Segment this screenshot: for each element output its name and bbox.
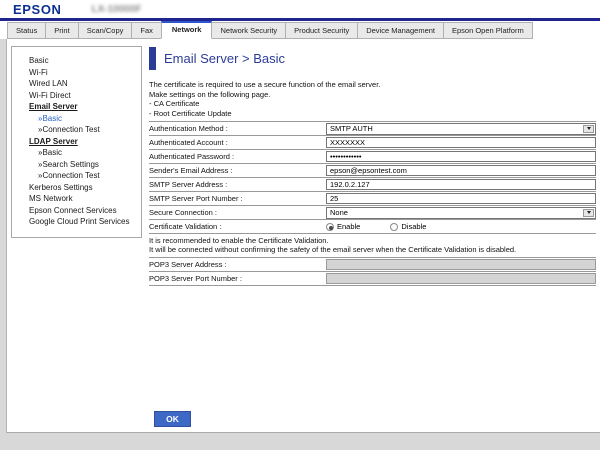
epson-logo: EPSON: [13, 1, 62, 17]
field-label: Secure Connection :: [149, 208, 217, 217]
note-line: It will be connected without confirming …: [149, 245, 517, 254]
app-header: EPSON LX-10000F: [0, 0, 600, 18]
sidebar-item-ldap-connection-test[interactable]: »Connection Test: [38, 171, 100, 180]
field-label: SMTP Server Port Number :: [149, 194, 243, 203]
tab-fax[interactable]: Fax: [131, 22, 162, 39]
chevron-down-icon[interactable]: [583, 124, 594, 133]
form-row-authenticated-password: Authenticated Password :: [149, 149, 596, 163]
form-row-smtp-server-address: SMTP Server Address :: [149, 177, 596, 191]
certificate-validation-disable-radio[interactable]: [390, 222, 399, 231]
intro-line: - Root Certificate Update: [149, 108, 232, 118]
field-label: POP3 Server Address :: [149, 260, 227, 269]
form-row-certificate-validation: Certificate Validation : Enable Disable: [149, 219, 596, 233]
tab-scan-copy[interactable]: Scan/Copy: [77, 22, 133, 39]
sidebar-item-epson-connect-services[interactable]: Epson Connect Services: [29, 205, 117, 215]
secure-connection-select[interactable]: None: [326, 206, 596, 219]
form-row-pop3-server-address: POP3 Server Address :: [149, 257, 596, 271]
field-label: POP3 Server Port Number :: [149, 274, 242, 283]
title-accent-bar: [149, 47, 156, 70]
tab-print[interactable]: Print: [45, 22, 79, 39]
sidebar-item-basic[interactable]: Basic: [29, 56, 49, 65]
email-server-form: Authentication Method : SMTP AUTH Authen…: [149, 121, 596, 286]
sidebar-item-email-server-connection-test[interactable]: »Connection Test: [38, 125, 100, 134]
sidebar-item-kerberos-settings[interactable]: Kerberos Settings: [29, 182, 93, 192]
header-divider: [0, 18, 600, 21]
form-row-pop3-server-port-number: POP3 Server Port Number :: [149, 271, 596, 285]
radio-label-disable: Disable: [401, 222, 427, 231]
intro-line: - CA Certificate: [149, 99, 200, 108]
selected-value: None: [330, 208, 348, 217]
sidebar-item-wired-lan[interactable]: Wired LAN: [29, 79, 68, 88]
main-content: Email Server > Basic The certificate is …: [149, 45, 596, 286]
sidebar-item-email-server-basic[interactable]: »Basic: [38, 113, 63, 123]
form-row-authentication-method: Authentication Method : SMTP AUTH: [149, 121, 596, 135]
tab-device-management[interactable]: Device Management: [357, 22, 444, 39]
sidebar-item-wifi[interactable]: Wi-Fi: [29, 67, 48, 77]
page-title: Email Server > Basic: [164, 51, 286, 66]
pop3-server-port-number-input: [326, 273, 596, 284]
tab-status[interactable]: Status: [7, 22, 47, 39]
pop3-server-address-input: [326, 259, 596, 270]
tab-product-security[interactable]: Product Security: [285, 22, 359, 39]
selected-value: SMTP AUTH: [330, 124, 373, 133]
intro-line: The certificate is required to use a sec…: [149, 80, 381, 89]
sidebar-section-ldap-server[interactable]: LDAP Server: [29, 136, 78, 146]
field-label: Sender's Email Address :: [149, 166, 233, 175]
field-label: Certificate Validation :: [149, 222, 222, 231]
tab-bar: Status Print Scan/Copy Fax Network Netwo…: [0, 21, 600, 39]
authenticated-account-input[interactable]: [326, 137, 596, 148]
certificate-validation-enable-radio[interactable]: [326, 222, 334, 231]
printer-model-blurred: LX-10000F: [91, 3, 142, 15]
sidebar-item-ldap-search-settings[interactable]: »Search Settings: [38, 159, 99, 169]
sidebar-item-ldap-basic[interactable]: »Basic: [38, 148, 63, 157]
smtp-server-port-number-input[interactable]: [326, 193, 596, 204]
ok-button[interactable]: OK: [154, 411, 191, 427]
tab-epson-open-platform[interactable]: Epson Open Platform: [443, 22, 533, 39]
form-row-secure-connection: Secure Connection : None: [149, 205, 596, 219]
authentication-method-select[interactable]: SMTP AUTH: [326, 122, 596, 135]
page-title-row: Email Server > Basic: [149, 47, 596, 70]
chevron-down-icon[interactable]: [583, 208, 594, 217]
sidebar-item-wifi-direct[interactable]: Wi-Fi Direct: [29, 90, 71, 100]
certificate-validation-note: It is recommended to enable the Certific…: [149, 233, 596, 257]
sidebar-section-email-server[interactable]: Email Server: [29, 102, 78, 111]
note-line: It is recommended to enable the Certific…: [149, 236, 329, 245]
intro-line: Make settings on the following page.: [149, 89, 271, 99]
field-label: Authenticated Password :: [149, 152, 235, 161]
smtp-server-address-input[interactable]: [326, 179, 596, 190]
page-background: Basic Wi-Fi Wired LAN Wi-Fi Direct Email…: [0, 39, 600, 450]
field-label: Authenticated Account :: [149, 138, 228, 147]
intro-text: The certificate is required to use a sec…: [149, 80, 596, 118]
senders-email-address-input[interactable]: [326, 165, 596, 176]
field-label: Authentication Method :: [149, 124, 228, 133]
form-row-smtp-server-port-number: SMTP Server Port Number :: [149, 191, 596, 205]
authenticated-password-input[interactable]: [326, 151, 596, 162]
network-tab-panel: Basic Wi-Fi Wired LAN Wi-Fi Direct Email…: [6, 39, 600, 433]
form-row-senders-email-address: Sender's Email Address :: [149, 163, 596, 177]
sidebar-item-google-cloud-print-services[interactable]: Google Cloud Print Services: [29, 217, 130, 226]
radio-label-enable: Enable: [337, 222, 361, 231]
field-label: SMTP Server Address :: [149, 180, 228, 189]
tab-network[interactable]: Network: [160, 21, 213, 39]
sidebar-nav: Basic Wi-Fi Wired LAN Wi-Fi Direct Email…: [11, 46, 142, 238]
sidebar-item-ms-network[interactable]: MS Network: [29, 194, 73, 203]
form-row-authenticated-account: Authenticated Account :: [149, 135, 596, 149]
tab-network-security[interactable]: Network Security: [211, 22, 287, 39]
